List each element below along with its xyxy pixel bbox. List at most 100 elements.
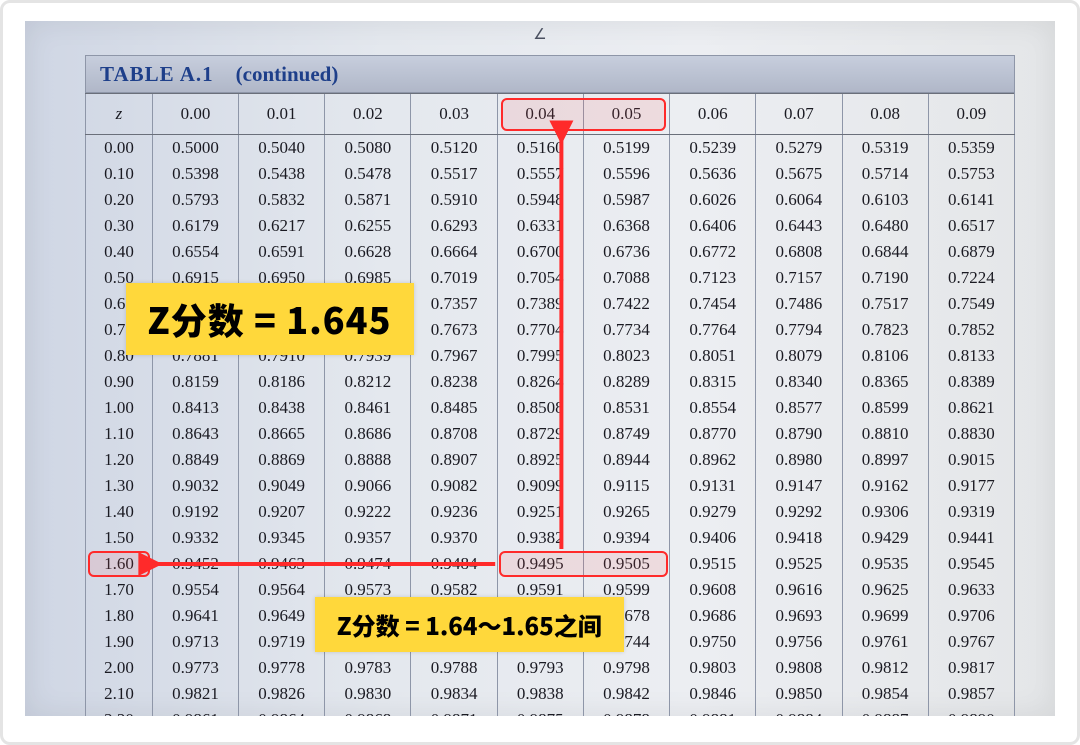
table-title-sub: (continued) [236, 62, 339, 87]
table-cell: 0.9826 [239, 681, 325, 707]
table-cell: 0.9265 [583, 499, 669, 525]
table-cell: 0.6293 [411, 213, 497, 239]
table-cell: 0.9357 [325, 525, 411, 551]
table-cell: 0.5675 [756, 161, 842, 187]
table-cell: 0.8212 [325, 369, 411, 395]
table-cell: 0.6700 [497, 239, 583, 265]
table-cell: 0.6217 [239, 213, 325, 239]
table-cell: 0.7764 [670, 317, 756, 343]
table-cell: 0.9484 [411, 551, 497, 577]
row-label: 1.60 [86, 551, 153, 577]
table-cell: 0.8729 [497, 421, 583, 447]
row-label: 1.00 [86, 395, 153, 421]
z-header-cell: z [86, 94, 153, 135]
table-cell: 0.5438 [239, 161, 325, 187]
table-row: 0.400.65540.65910.66280.66640.67000.6736… [86, 239, 1015, 265]
table-cell: 0.9192 [152, 499, 238, 525]
callout-z-score: Z分数 = 1.645 [126, 283, 414, 355]
table-cell: 0.7486 [756, 291, 842, 317]
table-row: 1.200.88490.88690.88880.89070.89250.8944… [86, 447, 1015, 473]
table-cell: 0.9812 [842, 655, 928, 681]
stray-glyph: ∠ [533, 25, 546, 44]
table-cell: 0.6331 [497, 213, 583, 239]
table-row: 1.100.86430.86650.86860.87080.87290.8749… [86, 421, 1015, 447]
table-cell: 0.8810 [842, 421, 928, 447]
row-label: 2.10 [86, 681, 153, 707]
table-cell: 0.9222 [325, 499, 411, 525]
table-cell: 0.9429 [842, 525, 928, 551]
table-cell: 0.9406 [670, 525, 756, 551]
table-cell: 0.9608 [670, 577, 756, 603]
table-cell: 0.9441 [928, 525, 1014, 551]
table-cell: 0.9884 [756, 707, 842, 716]
table-cell: 0.9066 [325, 473, 411, 499]
table-cell: 0.9505 [583, 551, 669, 577]
table-cell: 0.6406 [670, 213, 756, 239]
table-cell: 0.7704 [497, 317, 583, 343]
table-cell: 0.9515 [670, 551, 756, 577]
table-cell: 0.9049 [239, 473, 325, 499]
table-cell: 0.8051 [670, 343, 756, 369]
table-cell: 0.9871 [411, 707, 497, 716]
row-label: 0.10 [86, 161, 153, 187]
table-cell: 0.9756 [756, 629, 842, 655]
table-cell: 0.6772 [670, 239, 756, 265]
table-cell: 0.9842 [583, 681, 669, 707]
table-cell: 0.8413 [152, 395, 238, 421]
table-cell: 0.7734 [583, 317, 669, 343]
table-cell: 0.5398 [152, 161, 238, 187]
table-cell: 0.9418 [756, 525, 842, 551]
table-cell: 0.5871 [325, 187, 411, 213]
table-cell: 0.8106 [842, 343, 928, 369]
table-cell: 0.7549 [928, 291, 1014, 317]
table-cell: 0.9474 [325, 551, 411, 577]
table-cell: 0.9699 [842, 603, 928, 629]
table-cell: 0.8438 [239, 395, 325, 421]
col-header: 0.02 [325, 94, 411, 135]
table-row: 2.000.97730.97780.97830.97880.97930.9798… [86, 655, 1015, 681]
table-cell: 0.5359 [928, 135, 1014, 162]
table-cell: 0.9236 [411, 499, 497, 525]
table-cell: 0.8531 [583, 395, 669, 421]
table-cell: 0.8980 [756, 447, 842, 473]
table-cell: 0.9115 [583, 473, 669, 499]
table-cell: 0.9838 [497, 681, 583, 707]
table-cell: 0.9251 [497, 499, 583, 525]
table-row: 0.100.53980.54380.54780.55170.55570.5596… [86, 161, 1015, 187]
table-cell: 0.9783 [325, 655, 411, 681]
row-label: 0.30 [86, 213, 153, 239]
table-cell: 0.8869 [239, 447, 325, 473]
table-cell: 0.6808 [756, 239, 842, 265]
table-cell: 0.9099 [497, 473, 583, 499]
table-cell: 0.9834 [411, 681, 497, 707]
table-cell: 0.9641 [152, 603, 238, 629]
table-cell: 0.8643 [152, 421, 238, 447]
table-cell: 0.8340 [756, 369, 842, 395]
table-cell: 0.8599 [842, 395, 928, 421]
table-cell: 0.5279 [756, 135, 842, 162]
table-cell: 0.9535 [842, 551, 928, 577]
table-cell: 0.9878 [583, 707, 669, 716]
table-cell: 0.9616 [756, 577, 842, 603]
row-label: 2.00 [86, 655, 153, 681]
table-cell: 0.9306 [842, 499, 928, 525]
table-cell: 0.8665 [239, 421, 325, 447]
table-cell: 0.5478 [325, 161, 411, 187]
table-cell: 0.5596 [583, 161, 669, 187]
table-cell: 0.9875 [497, 707, 583, 716]
table-cell: 0.5753 [928, 161, 1014, 187]
table-cell: 0.6141 [928, 187, 1014, 213]
table-cell: 0.7995 [497, 343, 583, 369]
table-cell: 0.9525 [756, 551, 842, 577]
table-cell: 0.9686 [670, 603, 756, 629]
table-cell: 0.9803 [670, 655, 756, 681]
row-label: 2.20 [86, 707, 153, 716]
table-cell: 0.7157 [756, 265, 842, 291]
table-cell: 0.8708 [411, 421, 497, 447]
page-scan: ∠ TABLE A.1 (continued) z 0.00 0.01 0.02 [25, 21, 1055, 716]
table-cell: 0.9207 [239, 499, 325, 525]
table-cell: 0.8577 [756, 395, 842, 421]
table-cell: 0.8997 [842, 447, 928, 473]
table-row: 1.000.84130.84380.84610.84850.85080.8531… [86, 395, 1015, 421]
table-cell: 0.9147 [756, 473, 842, 499]
